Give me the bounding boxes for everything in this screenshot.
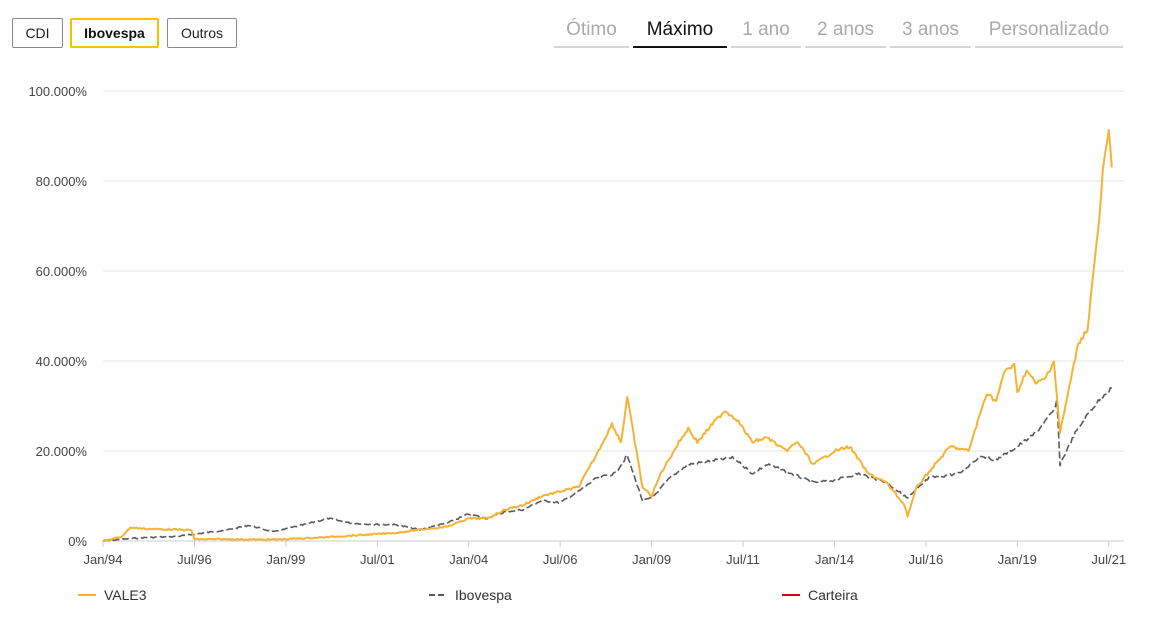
y-tick-label: 40.000% (36, 354, 88, 369)
legend-vale3-swatch (78, 594, 96, 596)
legend-carteira-swatch (782, 594, 800, 596)
x-axis: Jan/94 Jul/96 Jan/99 Jul/01 Jan/04 Jul/06 Jan/… (83, 541, 1126, 567)
tab-personalizado[interactable]: Personalizado (975, 14, 1123, 48)
y-tick-label: 0% (68, 534, 87, 549)
legend-item-carteira[interactable]: Carteira (782, 585, 858, 605)
x-tick-label: Jan/19 (998, 552, 1037, 567)
grid-lines (103, 90, 1124, 542)
legend-ibovespa-swatch (429, 594, 447, 596)
x-tick-label: Jul/16 (909, 552, 944, 567)
y-tick-label: 60.000% (36, 264, 88, 279)
tab-2-anos[interactable]: 2 anos (805, 14, 886, 48)
series-line-vale3 (102, 128, 1113, 542)
series-line-ibovespa (102, 387, 1112, 542)
legend-item-ibovespa[interactable]: Ibovespa (429, 585, 512, 605)
compare-outros-button[interactable]: Outros (167, 18, 237, 48)
y-tick-label: 20.000% (36, 444, 88, 459)
x-tick-label: Jan/04 (449, 552, 488, 567)
compare-cdi-button[interactable]: CDI (12, 18, 63, 48)
y-tick-label: 100.000% (28, 84, 87, 99)
x-tick-label: Jan/09 (632, 552, 671, 567)
x-tick-label: Jul/96 (177, 552, 212, 567)
series-lines (102, 128, 1113, 542)
legend-item-vale3[interactable]: VALE3 (78, 585, 147, 605)
x-tick-label: Jul/21 (1091, 552, 1126, 567)
x-tick-label: Jul/01 (360, 552, 395, 567)
tab-3-anos[interactable]: 3 anos (890, 14, 971, 48)
compare-ibovespa-button[interactable]: Ibovespa (70, 18, 159, 48)
x-tick-label: Jul/11 (726, 552, 760, 567)
x-tick-label: Jan/99 (266, 552, 305, 567)
performance-line-chart: 0% 20.000% 40.000% 60.000% 80.000% 100.000% J… (28, 84, 1126, 567)
legend-carteira-label: Carteira (808, 587, 858, 603)
x-tick-label: Jan/14 (815, 552, 854, 567)
tab-maximo[interactable]: Máximo (633, 14, 727, 48)
tab-otimo[interactable]: Ótimo (554, 14, 629, 48)
x-tick-label: Jul/06 (543, 552, 578, 567)
y-axis: 0% 20.000% 40.000% 60.000% 80.000% 100.000% (28, 84, 87, 549)
tab-1-ano[interactable]: 1 ano (731, 14, 801, 48)
x-tick-label: Jan/94 (83, 552, 122, 567)
legend-ibovespa-label: Ibovespa (455, 587, 512, 603)
legend-vale3-label: VALE3 (104, 587, 147, 603)
y-tick-label: 80.000% (36, 174, 88, 189)
